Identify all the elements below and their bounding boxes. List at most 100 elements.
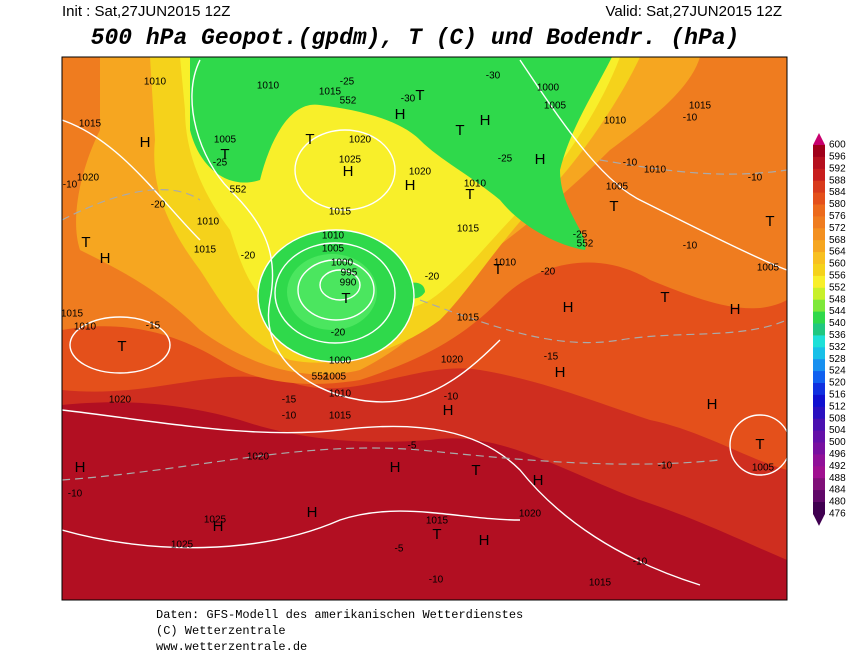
- colorbar-label: 492: [829, 461, 846, 472]
- colorbar-swatch: [813, 454, 825, 467]
- contour-label: -10: [63, 180, 78, 191]
- pressure-center: T: [493, 261, 502, 278]
- contour-label: -15: [282, 395, 297, 406]
- contour-label: -20: [151, 200, 166, 211]
- pressure-center: H: [307, 504, 318, 521]
- contour-label: 1015: [689, 101, 712, 112]
- contour-label: 1005: [324, 372, 347, 383]
- pressure-center: H: [343, 163, 354, 180]
- contour-label: 1015: [329, 411, 352, 422]
- colorbar-swatch: [813, 371, 825, 384]
- pressure-center: T: [220, 146, 229, 163]
- contour-label: 1005: [757, 263, 780, 274]
- colorbar-label: 544: [829, 306, 846, 317]
- contour-label: -10: [633, 557, 648, 568]
- contour-label: -25: [213, 158, 228, 169]
- pressure-center: T: [765, 213, 774, 230]
- contour-label: 1015: [79, 119, 102, 130]
- pressure-center: T: [341, 290, 350, 307]
- colorbar-label: 600: [829, 140, 846, 151]
- map-frame: [61, 56, 788, 601]
- contour-label: 552: [340, 96, 357, 107]
- contour-label: -25: [340, 77, 355, 88]
- pressure-center: T: [471, 462, 480, 479]
- contour-label: 1015: [61, 309, 84, 320]
- colorbar-swatch: [813, 275, 825, 289]
- init-label: Init : Sat,27JUN2015 12Z: [62, 3, 230, 20]
- contour-label: -30: [401, 94, 416, 105]
- pressure-center: T: [305, 131, 314, 148]
- contour-label: 1005: [214, 135, 237, 146]
- colorbar-label: 496: [829, 449, 846, 460]
- contour-label: -10: [658, 461, 673, 472]
- contour-label: 1005: [322, 244, 345, 255]
- pressure-center: T: [81, 234, 90, 251]
- colorbar-swatch: [813, 287, 825, 301]
- pressure-center: H: [563, 299, 574, 316]
- footer-copyright: (C) Wetterzentrale: [156, 624, 286, 638]
- contour-label: -10: [282, 411, 297, 422]
- colorbar-swatch: [813, 418, 825, 432]
- colorbar-label: 540: [829, 318, 846, 329]
- colorbar-label: 480: [829, 497, 846, 508]
- contour-label: 1025: [171, 540, 194, 551]
- contour-label: 1010: [464, 179, 487, 190]
- pressure-center: H: [75, 459, 86, 476]
- footer-url: www.wetterzentrale.de: [156, 640, 307, 654]
- valid-label: Valid: Sat,27JUN2015 12Z: [606, 3, 783, 20]
- contour-label: 1020: [441, 355, 464, 366]
- pressure-center: H: [480, 112, 491, 129]
- pressure-center: T: [660, 289, 669, 306]
- colorbar-swatch: [813, 192, 825, 205]
- contour-label: 1015: [457, 313, 480, 324]
- pressure-center: H: [443, 402, 454, 419]
- pressure-center: H: [479, 532, 490, 549]
- contour-label: 552: [312, 372, 329, 383]
- colorbar-label: 532: [829, 342, 846, 353]
- contour-label: 552: [230, 185, 247, 196]
- contour-label: 1015: [194, 245, 217, 256]
- colorbar-label: 568: [829, 235, 846, 246]
- contour-label: -15: [146, 321, 161, 332]
- contour-label: 1005: [606, 182, 629, 193]
- colorbar-swatch: [813, 442, 825, 455]
- colorbar-swatch: [813, 335, 825, 348]
- contour-label: 1015: [329, 207, 352, 218]
- contour-label: -10: [444, 392, 459, 403]
- contour-label: 1015: [457, 224, 480, 235]
- pressure-center: T: [755, 436, 764, 453]
- contour-label: 1020: [349, 135, 372, 146]
- colorbar-label: 536: [829, 330, 846, 341]
- colorbar-label: 484: [829, 485, 846, 496]
- contour-label: -10: [748, 173, 763, 184]
- pressure-center: T: [455, 122, 464, 139]
- colorbar-swatch: [813, 323, 825, 336]
- pressure-center: H: [405, 177, 416, 194]
- contour-label: -20: [541, 267, 556, 278]
- contour-label: -20: [331, 328, 346, 339]
- colorbar-swatch: [813, 406, 825, 420]
- colorbar-swatch: [813, 359, 825, 372]
- colorbar-label: 564: [829, 247, 846, 258]
- colorbar-swatch: [813, 347, 825, 360]
- colorbar-label: 488: [829, 473, 846, 484]
- colorbar-label: 548: [829, 294, 846, 305]
- contour-label: 1010: [322, 231, 345, 242]
- colorbar-swatch: [813, 264, 825, 277]
- colorbar-swatch: [813, 383, 825, 396]
- contour-label: -20: [425, 272, 440, 283]
- colorbar-swatch: [813, 490, 825, 503]
- contour-label: -20: [241, 251, 256, 262]
- contour-label: 1020: [247, 452, 270, 463]
- colorbar-swatch: [813, 430, 825, 443]
- contour-label: 1020: [409, 167, 432, 178]
- contour-label: -10: [683, 241, 698, 252]
- colorbar-label: 504: [829, 425, 846, 436]
- colorbar-swatch: [813, 180, 825, 194]
- colorbar-swatch: [813, 478, 825, 491]
- colorbar-swatch: [813, 168, 825, 182]
- contour-label: -30: [486, 71, 501, 82]
- contour-label: 1010: [197, 217, 220, 228]
- colorbar-swatch: [813, 216, 825, 229]
